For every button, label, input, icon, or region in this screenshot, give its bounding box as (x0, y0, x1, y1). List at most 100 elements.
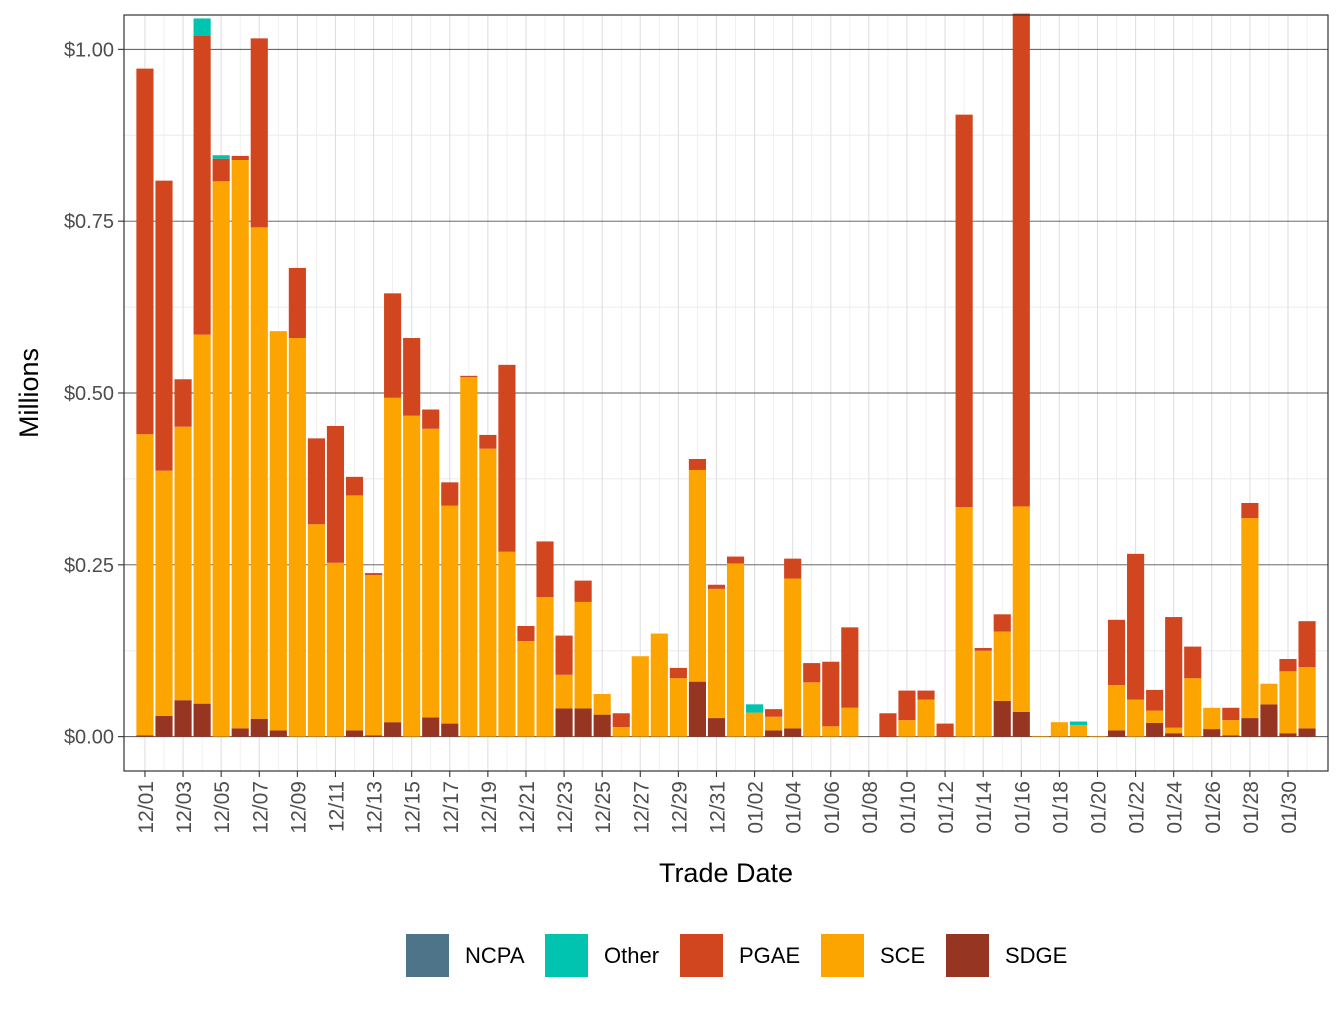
legend-label-sce: SCE (880, 943, 925, 968)
bar-layer (136, 13, 1316, 737)
x-tick-label: 12/19 (478, 781, 501, 834)
bar-pgae-12-24 (574, 580, 592, 602)
bar-pgae-01-06 (822, 661, 840, 727)
bar-pgae-01-16 (1012, 13, 1030, 507)
bar-pgae-12-23 (555, 635, 573, 675)
x-tick-label: 01/30 (1278, 781, 1301, 834)
bar-pgae-01-01 (726, 556, 745, 564)
bar-pgae-12-31 (707, 584, 726, 589)
bar-sce-12-23 (555, 674, 573, 709)
x-tick-label: 12/17 (440, 781, 463, 834)
bar-sdge-12-25 (593, 714, 611, 737)
bar-pgae-01-23 (1146, 689, 1164, 711)
bar-pgae-12-20 (498, 364, 516, 552)
legend-label-ncpa: NCPA (465, 943, 525, 968)
x-tick-label: 12/25 (592, 781, 615, 834)
bar-sce-01-06 (822, 726, 840, 737)
bar-sce-12-30 (688, 469, 706, 682)
bar-pgae-12-04 (193, 35, 211, 335)
bar-pgae-12-10 (307, 438, 325, 525)
legend-label-pgae: PGAE (739, 943, 800, 968)
bar-pgae-01-24 (1165, 617, 1183, 728)
bar-sdge-12-30 (688, 681, 706, 737)
legend-label-other: Other (604, 943, 659, 968)
bar-sce-12-21 (517, 641, 535, 737)
x-tick-label: 12/07 (249, 781, 272, 834)
x-tick-label: 01/10 (897, 781, 920, 834)
x-tick-label: 12/31 (706, 781, 729, 834)
bar-sce-12-19 (479, 448, 497, 737)
bar-sce-12-13 (364, 575, 383, 736)
bar-sce-01-23 (1146, 710, 1164, 723)
x-tick-label: 01/24 (1164, 781, 1187, 834)
legend-key-sdge (946, 934, 989, 977)
x-tick-label: 01/14 (973, 781, 996, 834)
bar-sdge-01-30 (1279, 733, 1297, 737)
bar-sce-01-16 (1012, 506, 1030, 712)
bar-sce-12-01 (136, 434, 154, 736)
bar-pgae-12-11 (326, 425, 345, 563)
bar-pgae-12-22 (536, 541, 554, 598)
bar-sce-01-20 (1088, 735, 1107, 737)
y-axis-title: Millions (14, 348, 44, 438)
bar-pgae-12-13 (364, 573, 383, 576)
bar-pgae-01-09 (879, 713, 897, 737)
legend-label-sdge: SDGE (1005, 943, 1067, 968)
bar-sce-12-03 (174, 426, 192, 701)
bar-sce-01-17 (1031, 735, 1049, 737)
bar-pgae-12-07 (250, 38, 268, 228)
bar-pgae-01-27 (1222, 707, 1240, 721)
bar-sdge-12-17 (441, 723, 459, 737)
x-tick-label: 12/05 (211, 781, 234, 834)
bar-pgae-01-22 (1127, 553, 1145, 700)
bar-pgae-12-19 (479, 434, 497, 449)
legend-key-other (545, 934, 588, 977)
bar-sce-12-25 (593, 694, 611, 715)
bar-pgae-12-15 (403, 338, 421, 416)
bar-sce-01-10 (898, 720, 916, 737)
bar-sce-12-14 (384, 397, 402, 723)
bar-sce-12-05 (212, 181, 230, 737)
bar-pgae-12-26 (612, 713, 630, 728)
bar-sce-01-30 (1279, 671, 1297, 734)
bar-pgae-01-21 (1107, 619, 1126, 686)
bar-sdge-12-06 (231, 728, 249, 737)
bar-pgae-01-30 (1279, 658, 1297, 672)
bar-sce-12-07 (250, 227, 268, 719)
bar-sce-12-24 (574, 601, 592, 709)
bar-sdge-12-03 (174, 700, 192, 737)
bar-other-12-05 (212, 155, 230, 159)
bar-sce-01-13 (955, 507, 973, 737)
y-tick-label: $0.25 (64, 555, 114, 577)
bar-sce-12-27 (631, 656, 649, 737)
bar-sdge-01-03 (765, 730, 783, 737)
bar-pgae-12-14 (384, 293, 402, 398)
bar-sce-01-05 (803, 682, 821, 737)
bar-pgae-01-12 (936, 723, 954, 737)
bar-sdge-01-15 (993, 700, 1011, 737)
bar-pgae-01-04 (784, 558, 802, 579)
bar-pgae-01-15 (993, 614, 1011, 632)
bar-sdge-01-16 (1012, 711, 1030, 737)
bar-pgae-12-05 (212, 158, 230, 182)
x-tick-label: 01/12 (935, 781, 958, 834)
bar-pgae-01-07 (841, 627, 859, 708)
bar-pgae-12-17 (441, 482, 459, 506)
bar-sce-01-28 (1241, 518, 1259, 719)
bar-other-01-19 (1069, 721, 1088, 725)
bar-sce-01-31 (1298, 667, 1316, 729)
x-tick-label: 01/02 (745, 781, 768, 834)
legend-key-pgae (680, 934, 723, 977)
bar-sce-12-09 (288, 338, 306, 737)
bar-sce-12-12 (345, 495, 364, 731)
bar-sdge-12-04 (193, 703, 211, 737)
bar-sce-01-07 (841, 707, 859, 737)
bar-pgae-01-28 (1241, 502, 1259, 519)
bar-sce-12-11 (326, 562, 345, 737)
x-tick-label: 12/23 (554, 781, 577, 834)
bar-sce-12-10 (307, 524, 325, 737)
bar-sce-01-18 (1050, 722, 1068, 737)
legend-key-ncpa (406, 934, 449, 977)
